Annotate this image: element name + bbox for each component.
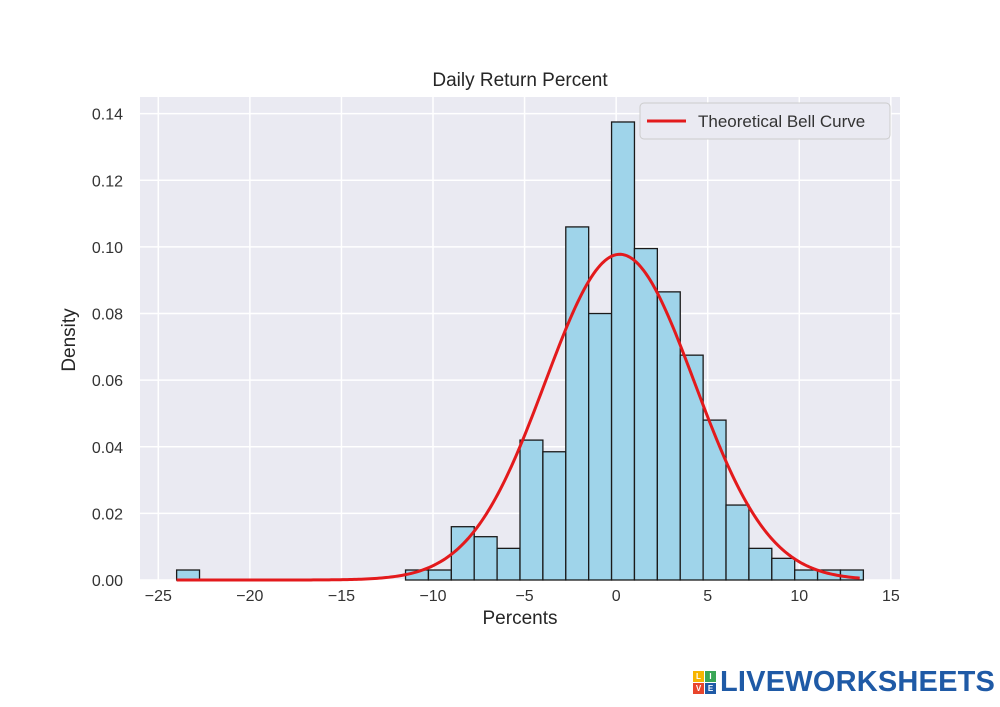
brand-mark-letter: I (705, 670, 716, 682)
histogram-bar (794, 569, 819, 581)
histogram-bar (588, 312, 613, 581)
histogram-bar (679, 354, 704, 581)
legend-label: Theoretical Bell Curve (698, 112, 865, 131)
x-axis-label: Percents (483, 608, 558, 629)
histogram-bars (175, 121, 865, 581)
brand-mark-icon: L I V E (693, 670, 716, 694)
brand-logo: L I V E LIVEWORKSHEETS (693, 666, 995, 698)
brand-name: LIVEWORKSHEETS (720, 665, 996, 698)
histogram-bar (542, 451, 567, 581)
y-tick-label: 0.06 (92, 373, 123, 390)
x-tick-label: 5 (703, 588, 712, 605)
x-tick-label: −25 (145, 588, 172, 605)
x-tick-label: 10 (790, 588, 808, 605)
y-tick-label: 0.14 (92, 107, 123, 124)
series-line (176, 252, 860, 582)
x-tick-label: 15 (882, 588, 900, 605)
y-tick-label: 0.00 (92, 573, 123, 590)
brand-mark-letter: V (693, 682, 704, 694)
x-tick-label: −10 (419, 588, 446, 605)
legend: Theoretical Bell Curve (639, 102, 891, 140)
legend-box (639, 102, 891, 140)
histogram-bar (519, 439, 544, 581)
histogram-bar (427, 569, 452, 581)
y-axis-label: Density (59, 308, 80, 372)
x-tick-label: −15 (328, 588, 355, 605)
x-tick-label: −5 (515, 588, 533, 605)
histogram-bar (702, 419, 727, 581)
brand-mark-letter: E (705, 682, 716, 694)
y-tick-label: 0.10 (92, 240, 123, 257)
y-tick-label: 0.04 (92, 440, 123, 457)
chart-title: Daily Return Percent (432, 70, 608, 91)
histogram-bar (496, 547, 521, 581)
histogram-bar (771, 557, 796, 581)
histogram-bar (633, 247, 658, 581)
histogram-bar (565, 226, 590, 581)
histogram-bar (725, 504, 750, 581)
y-tick-label: 0.02 (92, 506, 123, 523)
brand-mark-letter: L (693, 670, 704, 682)
y-tick-label: 0.12 (92, 173, 123, 190)
y-tick-label: 0.08 (92, 307, 123, 324)
x-tick-label: −20 (236, 588, 263, 605)
axis-ticks: −25 −20 −15 −10 −5 0 5 10 15 0.00 0.02 0.04 0.06 0.08… (92, 107, 900, 605)
histogram-bar (473, 536, 498, 581)
histogram-bar (610, 121, 636, 581)
x-tick-label: 0 (612, 588, 621, 605)
histogram-bar (748, 547, 773, 581)
